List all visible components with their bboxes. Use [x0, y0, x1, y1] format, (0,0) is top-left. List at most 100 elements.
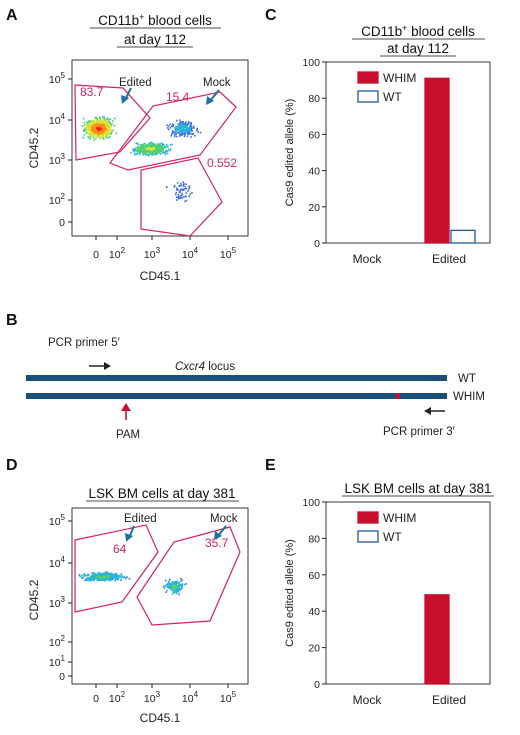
flow-event-dot [167, 128, 170, 131]
flow-event-dot [141, 148, 144, 151]
flow-event-dot [192, 125, 195, 128]
flow-event-dot [175, 581, 178, 584]
flow-event-dot [105, 571, 107, 573]
flow-event-dot [92, 572, 95, 574]
flow-event-dot [140, 148, 143, 151]
flow-event-dot [86, 121, 88, 124]
panel-e-ytick-label: 60 [308, 570, 320, 582]
flow-event-dot [92, 134, 95, 137]
flow-event-dot [169, 126, 172, 129]
panel-e-category-label: Mock [353, 693, 383, 707]
flow-event-dot [99, 572, 102, 575]
flow-event-dot [172, 585, 175, 587]
panel-c-legend-swatch-wt [357, 90, 379, 103]
panel-a-gate-low-pct: 0.552 [207, 156, 237, 170]
flow-event-dot [94, 117, 97, 119]
flow-event-dot [178, 584, 181, 586]
panel-a-plot-frame [71, 59, 249, 237]
flow-event-dot [96, 132, 99, 135]
panel-c-ytick-label: 100 [302, 57, 320, 69]
flow-event-dot [154, 149, 157, 151]
flow-event-dot [171, 593, 174, 595]
flow-event-dot [91, 575, 94, 578]
flow-event-dot [105, 130, 107, 133]
flow-event-dot [159, 151, 161, 154]
flow-event-dot [171, 125, 173, 128]
flow-event-dot [89, 129, 91, 131]
flow-event-dot [175, 196, 178, 198]
flow-event-dot [91, 129, 94, 132]
flow-event-dot [175, 191, 178, 194]
flow-event-dot [173, 184, 176, 187]
flow-event-dot [92, 121, 94, 124]
panel-d-label-mock: Mock [210, 513, 238, 525]
flow-event-dot [185, 125, 187, 128]
flow-event-dot [97, 129, 100, 132]
flow-event-dot [108, 129, 111, 131]
flow-event-dot [181, 192, 183, 195]
panel-d-letter: D [6, 457, 18, 474]
flow-event-dot [123, 576, 126, 578]
flow-event-dot [158, 144, 161, 147]
flow-event-dot [146, 147, 149, 149]
flow-event-dot [102, 578, 104, 580]
flow-event-dot [92, 576, 95, 578]
flow-event-dot [108, 579, 111, 581]
flow-event-dot [108, 578, 110, 580]
flow-event-dot [99, 576, 101, 579]
flow-event-dot [93, 133, 95, 136]
flow-event-dot [103, 579, 105, 582]
flow-event-dot [95, 119, 98, 122]
flow-event-dot [188, 130, 190, 133]
flow-event-dot [181, 122, 184, 125]
flow-event-dot [100, 128, 102, 131]
flow-event-dot [146, 146, 148, 148]
flow-event-dot [94, 121, 97, 124]
flow-event-dot [148, 142, 150, 145]
flow-event-dot [113, 577, 115, 579]
flow-event-dot [168, 580, 170, 583]
flow-event-dot [190, 136, 192, 138]
flow-event-dot [107, 578, 109, 581]
flow-event-dot [84, 127, 87, 129]
flow-event-dot [108, 130, 110, 133]
flow-event-dot [180, 580, 182, 582]
panel-d-ytick-1e5: 105 [49, 513, 66, 528]
flow-event-dot [99, 132, 102, 135]
panel-b-letter: B [6, 312, 18, 329]
flow-event-dot [172, 132, 174, 135]
flow-event-dot [180, 134, 182, 136]
flow-event-dot [184, 132, 186, 135]
panel-c-ytick-label: 60 [308, 129, 320, 141]
flow-event-dot [88, 126, 90, 128]
flow-event-dot [111, 578, 114, 580]
flow-event-dot [167, 148, 170, 151]
flow-event-dot [188, 195, 190, 198]
panel-c-legend-label-whim: WHIM [383, 71, 416, 85]
flow-event-dot [83, 134, 86, 136]
flow-event-dot [182, 125, 184, 128]
flow-event-dot [96, 123, 99, 125]
panel-e-legend-swatch-wt [357, 530, 379, 543]
flow-event-dot [190, 132, 193, 135]
panel-d-yaxis: 105 104 103 102 101 0 [49, 513, 72, 683]
flow-event-dot [98, 116, 101, 118]
flow-event-dot [84, 128, 87, 131]
flow-event-dot [173, 586, 175, 589]
flow-event-dot [107, 118, 110, 121]
flow-event-dot [149, 143, 151, 146]
flow-event-dot [177, 195, 180, 198]
flow-event-dot [86, 123, 88, 125]
flow-event-dot [175, 128, 178, 131]
flow-event-dot [187, 121, 190, 123]
flow-event-dot [89, 127, 92, 129]
flow-event-dot [183, 583, 186, 586]
flow-event-dot [100, 134, 102, 137]
flow-event-dot [100, 575, 103, 578]
flow-event-dot [167, 583, 169, 586]
flow-event-dot [165, 584, 168, 587]
flow-event-dot [93, 133, 96, 135]
panel-a-gate-edited-pct: 83.7 [80, 85, 104, 99]
flow-event-dot [89, 132, 91, 134]
flow-event-dot [149, 146, 151, 148]
